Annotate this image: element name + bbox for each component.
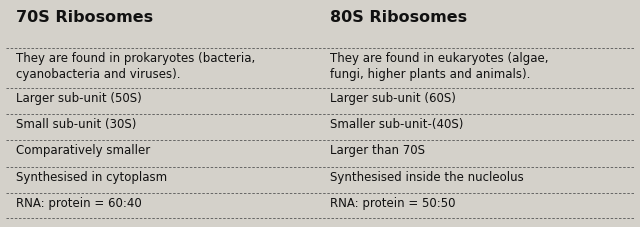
Text: Smaller sub-unit-(40S): Smaller sub-unit-(40S) — [330, 118, 463, 131]
Text: Comparatively smaller: Comparatively smaller — [16, 144, 150, 157]
Text: RNA: protein = 50:50: RNA: protein = 50:50 — [330, 196, 455, 209]
Text: Larger sub-unit (50S): Larger sub-unit (50S) — [16, 91, 141, 104]
Text: 80S Ribosomes: 80S Ribosomes — [330, 10, 467, 25]
Text: They are found in prokaryotes (bacteria,
cyanobacteria and viruses).: They are found in prokaryotes (bacteria,… — [16, 52, 255, 81]
Text: Larger sub-unit (60S): Larger sub-unit (60S) — [330, 91, 456, 104]
Text: 70S Ribosomes: 70S Ribosomes — [16, 10, 153, 25]
Text: Synthesised in cytoplasm: Synthesised in cytoplasm — [16, 170, 167, 183]
Text: Larger than 70S: Larger than 70S — [330, 144, 424, 157]
Text: RNA: protein = 60:40: RNA: protein = 60:40 — [16, 196, 141, 209]
Text: Synthesised inside the nucleolus: Synthesised inside the nucleolus — [330, 170, 524, 183]
Text: They are found in eukaryotes (algae,
fungi, higher plants and animals).: They are found in eukaryotes (algae, fun… — [330, 52, 548, 81]
Text: Small sub-unit (30S): Small sub-unit (30S) — [16, 118, 136, 131]
